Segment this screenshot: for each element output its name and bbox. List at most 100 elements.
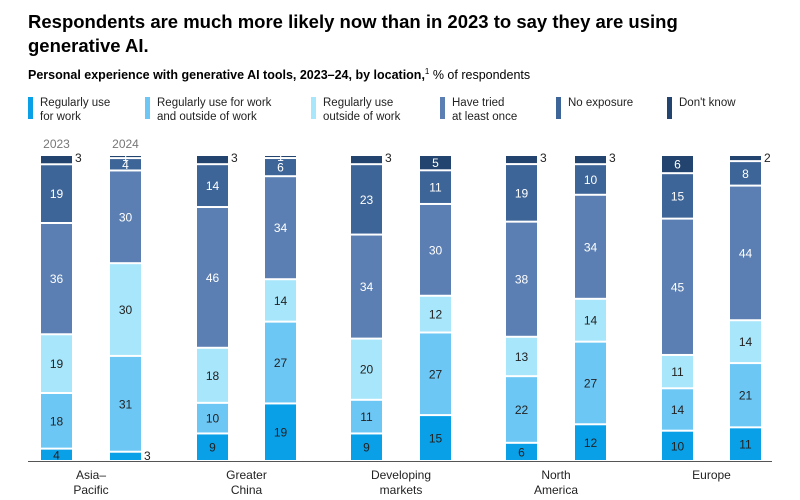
bar-segment — [110, 159, 141, 170]
bar-segment — [351, 400, 382, 433]
data-label: 19 — [515, 186, 529, 200]
data-label: 19 — [50, 357, 64, 371]
data-label: 1 — [122, 150, 129, 164]
bar-segment — [575, 425, 606, 460]
data-label: 10 — [584, 173, 598, 187]
bar-segment — [420, 296, 451, 332]
bar-segment — [41, 165, 72, 222]
data-label: 30 — [119, 210, 133, 224]
legend-label: Don't know — [679, 97, 736, 109]
data-label: 3 — [609, 151, 616, 165]
bar-segment — [420, 416, 451, 460]
data-label: 13 — [515, 350, 529, 364]
bar-segment — [506, 443, 537, 460]
legend-label: Have tried at least once — [452, 97, 518, 123]
bar-segment — [662, 219, 693, 354]
footnote-mark: 1 — [424, 67, 430, 76]
data-label: 11 — [360, 410, 373, 424]
data-label: 10 — [671, 439, 685, 453]
bar-segment — [41, 394, 72, 448]
bar-segment — [41, 449, 72, 460]
legend-swatch — [28, 97, 33, 119]
bar-segment — [110, 264, 141, 355]
bar-segment — [506, 222, 537, 336]
legend-swatch — [440, 97, 445, 119]
bar-segment — [575, 299, 606, 341]
data-label: 14 — [671, 403, 685, 417]
data-label: 11 — [739, 438, 752, 452]
bar-segment — [730, 162, 761, 185]
data-label: 14 — [584, 314, 598, 328]
category-label: Europe — [692, 468, 731, 482]
data-label: 8 — [742, 167, 749, 181]
data-label: 12 — [584, 436, 598, 450]
legend-label: No exposure — [568, 97, 634, 109]
bar-segment — [662, 431, 693, 460]
bar-segment — [575, 156, 606, 164]
bar-segment — [662, 389, 693, 430]
bar-segment — [420, 156, 451, 170]
bar-segment — [265, 322, 296, 403]
data-label: 3 — [385, 151, 392, 165]
data-label: 23 — [360, 193, 374, 207]
data-label: 14 — [206, 179, 220, 193]
data-label: 6 — [674, 158, 681, 172]
data-label: 9 — [363, 441, 370, 455]
data-label: 15 — [671, 189, 685, 203]
bar-segment — [41, 156, 72, 164]
data-label: 14 — [274, 294, 288, 308]
data-label: 21 — [739, 389, 753, 403]
data-label: 14 — [739, 335, 753, 349]
legend-swatch — [145, 97, 150, 119]
bar-segment — [506, 165, 537, 221]
bar-segment — [662, 174, 693, 218]
bar-segment — [575, 342, 606, 424]
category-label: Asia– — [76, 468, 106, 482]
bar-segment — [351, 434, 382, 460]
bar-segment — [197, 403, 228, 433]
bar-segment — [730, 364, 761, 427]
bar-segment — [110, 171, 141, 263]
bar-segment — [197, 434, 228, 460]
legend-swatch — [667, 97, 672, 119]
bar-segment — [506, 377, 537, 442]
legend-swatch — [556, 97, 561, 119]
bar-segment — [420, 204, 451, 295]
data-label: 5 — [432, 156, 439, 170]
data-label: 30 — [119, 303, 133, 317]
bar-segment — [41, 224, 72, 334]
category-label: Pacific — [73, 483, 108, 497]
bar-segment — [730, 321, 761, 363]
chart-subtitle: Personal experience with generative AI t… — [28, 67, 530, 82]
data-label: 27 — [429, 367, 443, 381]
category-label: markets — [380, 483, 423, 497]
bar-segment — [265, 280, 296, 321]
bar-segment — [351, 339, 382, 399]
bar-segment — [506, 337, 537, 376]
year-label: 2024 — [112, 137, 139, 151]
data-label: 31 — [119, 397, 133, 411]
data-label: 27 — [584, 376, 598, 390]
data-label: 34 — [274, 221, 288, 235]
data-label: 18 — [206, 369, 220, 383]
bar-segment — [265, 177, 296, 279]
data-label: 22 — [515, 403, 529, 417]
data-label: 19 — [274, 426, 288, 440]
bar-segment — [351, 235, 382, 338]
data-label: 46 — [206, 271, 220, 285]
data-label: 36 — [50, 272, 64, 286]
data-label: 6 — [277, 161, 284, 175]
bar-segment — [662, 355, 693, 388]
bar-segment — [351, 156, 382, 164]
bar-segment — [197, 348, 228, 402]
bar-segment — [197, 208, 228, 347]
data-label: 44 — [739, 246, 753, 260]
bar-segment — [351, 165, 382, 234]
data-label: 15 — [429, 432, 443, 446]
data-label: 34 — [584, 240, 598, 254]
data-label: 20 — [360, 363, 374, 377]
data-label: 4 — [53, 448, 60, 462]
bar-segment — [662, 156, 693, 173]
bar-segment — [730, 156, 761, 161]
